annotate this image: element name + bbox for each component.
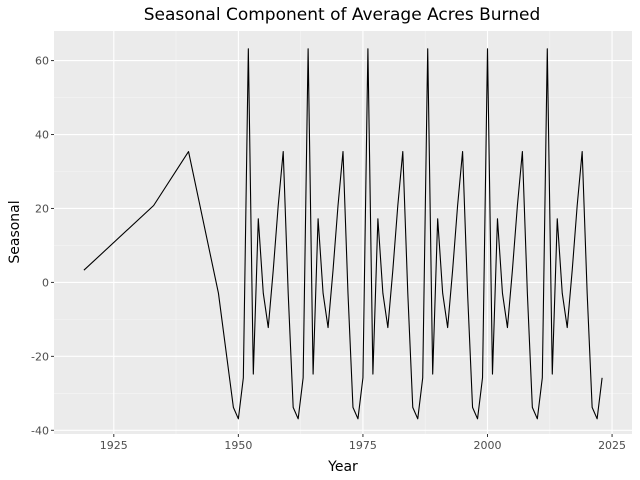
x-tick-label: 2025 xyxy=(598,439,626,452)
y-tick-label: 0 xyxy=(42,276,49,289)
y-tick-label: 20 xyxy=(35,202,49,215)
y-tick-label: -40 xyxy=(31,424,49,437)
chart-title: Seasonal Component of Average Acres Burn… xyxy=(144,5,541,25)
plot-panel xyxy=(54,31,632,434)
x-axis-label: Year xyxy=(327,459,358,475)
y-axis-label: Seasonal xyxy=(7,200,23,263)
series-line xyxy=(83,48,603,420)
x-tick-label: 2000 xyxy=(474,439,502,452)
x-tick-label: 1950 xyxy=(224,439,252,452)
y-tick-label: 40 xyxy=(35,129,49,142)
y-tick-label: 60 xyxy=(35,55,49,68)
y-axis-ticks: -40 -20 0 20 40 60 xyxy=(31,55,54,437)
x-axis-ticks: 1925 1950 1975 2000 2025 xyxy=(100,434,626,452)
x-tick-label: 1975 xyxy=(349,439,377,452)
y-tick-label: -20 xyxy=(31,350,49,363)
x-tick-label: 1925 xyxy=(100,439,128,452)
grid-major xyxy=(54,31,632,434)
grid-minor xyxy=(54,31,632,434)
